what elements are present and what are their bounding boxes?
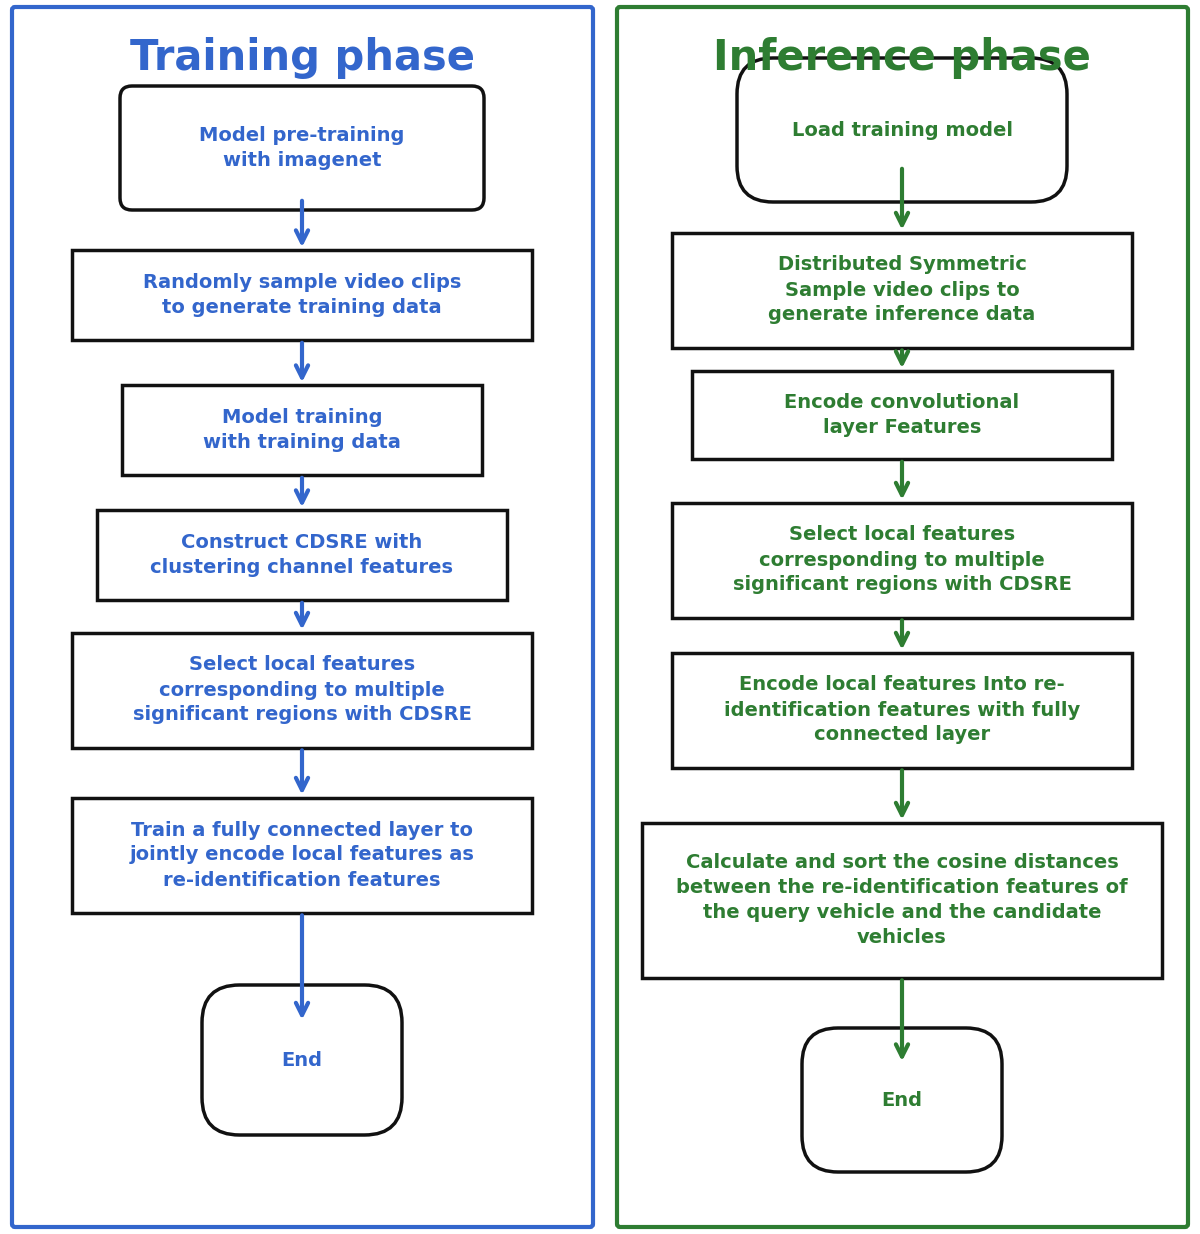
Text: Encode local features Into re-
identification features with fully
connected laye: Encode local features Into re- identific… <box>724 675 1080 744</box>
Text: End: End <box>882 1091 923 1109</box>
FancyBboxPatch shape <box>97 510 508 600</box>
FancyBboxPatch shape <box>120 86 484 210</box>
Text: Calculate and sort the cosine distances
between the re-identification features o: Calculate and sort the cosine distances … <box>676 853 1128 946</box>
FancyBboxPatch shape <box>642 823 1162 977</box>
Text: Train a fully connected layer to
jointly encode local features as
re-identificat: Train a fully connected layer to jointly… <box>130 821 474 890</box>
FancyBboxPatch shape <box>672 502 1132 617</box>
FancyBboxPatch shape <box>122 385 482 475</box>
Text: Select local features
corresponding to multiple
significant regions with CDSRE: Select local features corresponding to m… <box>132 655 472 724</box>
FancyBboxPatch shape <box>202 985 402 1135</box>
FancyBboxPatch shape <box>737 58 1067 202</box>
Text: Distributed Symmetric
Sample video clips to
generate inference data: Distributed Symmetric Sample video clips… <box>768 255 1036 325</box>
Text: Randomly sample video clips
to generate training data: Randomly sample video clips to generate … <box>143 273 461 317</box>
Text: Construct CDSRE with
clustering channel features: Construct CDSRE with clustering channel … <box>150 533 454 578</box>
FancyBboxPatch shape <box>72 633 532 748</box>
FancyBboxPatch shape <box>802 1028 1002 1172</box>
Text: Model training
with training data: Model training with training data <box>203 408 401 452</box>
FancyBboxPatch shape <box>617 7 1188 1227</box>
FancyBboxPatch shape <box>72 797 532 912</box>
Text: End: End <box>282 1050 323 1070</box>
FancyBboxPatch shape <box>72 251 532 341</box>
FancyBboxPatch shape <box>672 653 1132 768</box>
Text: Encode convolutional
layer Features: Encode convolutional layer Features <box>785 392 1020 437</box>
Text: Load training model: Load training model <box>792 121 1013 139</box>
Text: Inference phase: Inference phase <box>713 37 1091 79</box>
Text: Model pre-training
with imagenet: Model pre-training with imagenet <box>199 126 404 170</box>
FancyBboxPatch shape <box>692 371 1112 459</box>
Text: Select local features
corresponding to multiple
significant regions with CDSRE: Select local features corresponding to m… <box>732 526 1072 595</box>
FancyBboxPatch shape <box>12 7 593 1227</box>
FancyBboxPatch shape <box>672 232 1132 348</box>
Text: Training phase: Training phase <box>130 37 474 79</box>
